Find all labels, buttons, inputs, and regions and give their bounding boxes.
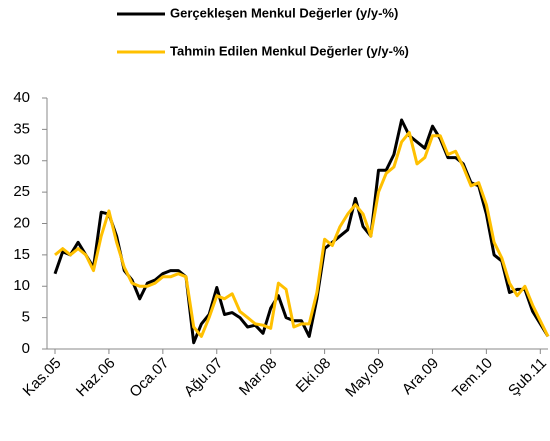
series-line [53,118,550,345]
y-tick-label: 0 [22,340,30,357]
x-tick-label: Kas.05 [20,355,65,400]
x-tick-label: Tem.10 [449,355,496,402]
y-tick-label: 15 [13,246,30,263]
x-tick-label: Şub.11 [505,355,550,400]
legend-label: Tahmin Edilen Menkul Değerler (y/y-%) [170,43,409,58]
y-tick-label: 10 [13,277,30,294]
x-tick-label: Mar.08 [236,355,280,399]
x-tick-label: Haz.06 [73,355,119,401]
y-tick-label: 40 [13,89,30,106]
x-tick-label: Ara.09 [399,355,442,398]
y-tick-label: 30 [13,152,30,169]
x-tick-label: May.09 [342,355,388,401]
y-tick-label: 5 [22,309,30,326]
x-tick-label: Ağu.07 [181,355,227,401]
series-line [54,131,550,338]
y-tick-label: 35 [13,120,30,137]
x-tick-label: Eki.08 [293,355,335,397]
legend-label: Gerçekleşen Menkul Değerler (y/y-%) [170,5,398,20]
y-tick-label: 20 [13,214,30,231]
y-tick-label: 25 [13,183,30,200]
x-tick-label: Oca.07 [126,355,172,401]
